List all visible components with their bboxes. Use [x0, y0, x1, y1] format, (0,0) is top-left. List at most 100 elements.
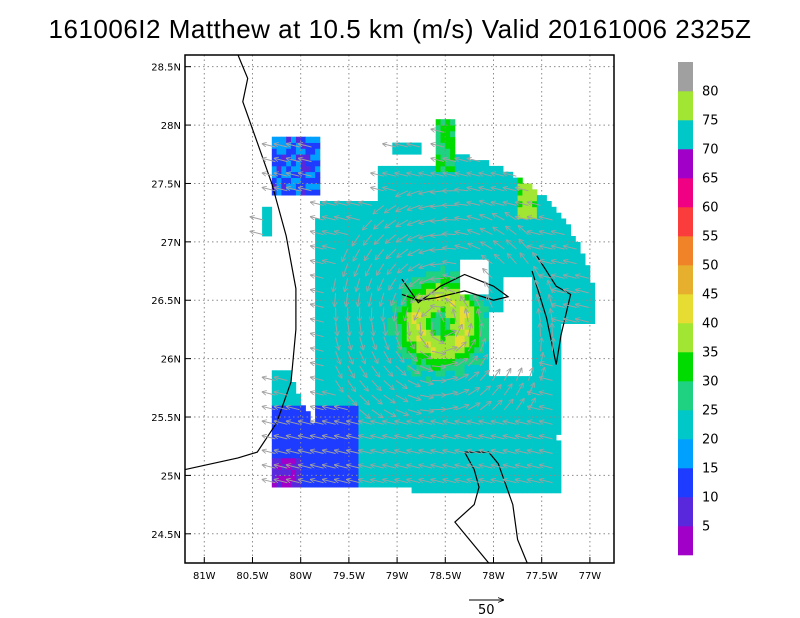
field-cell	[411, 265, 417, 272]
field-cell	[522, 206, 528, 213]
field-cell	[541, 317, 547, 324]
field-cell	[440, 341, 446, 348]
field-cell	[329, 481, 335, 488]
wind-vector	[406, 450, 421, 454]
field-cell	[401, 265, 408, 272]
field-cell	[546, 206, 552, 213]
field-cell	[435, 160, 441, 167]
field-cell	[421, 411, 427, 418]
wind-vector	[551, 290, 565, 294]
field-cell	[348, 300, 355, 307]
field-cell	[291, 136, 297, 143]
wind-vector	[310, 217, 324, 221]
field-cell	[546, 317, 552, 324]
field-cell	[373, 265, 379, 272]
field-cell	[532, 341, 538, 348]
wind-vector	[286, 158, 300, 163]
field-cell	[517, 259, 523, 266]
field-cell	[310, 440, 316, 447]
field-cell	[401, 457, 408, 465]
field-cell	[401, 247, 408, 254]
wind-vector	[375, 248, 385, 260]
field-cell	[411, 347, 417, 354]
field-cell	[450, 218, 456, 225]
field-cell	[445, 487, 451, 494]
field-cell	[445, 317, 451, 324]
field-cell	[493, 218, 499, 225]
field-cell	[493, 452, 499, 459]
field-cell	[392, 201, 398, 208]
wind-vector	[455, 358, 468, 367]
field-cell	[454, 195, 461, 202]
wind-vector	[262, 479, 276, 484]
field-cell	[373, 393, 379, 400]
field-cell	[397, 201, 403, 208]
wind-vector	[467, 323, 471, 337]
wind-vector	[322, 231, 336, 236]
wind-vector	[575, 319, 589, 323]
field-cell	[435, 259, 441, 266]
field-cell	[450, 253, 456, 260]
field-cell	[320, 323, 326, 330]
field-cell	[536, 487, 543, 494]
field-cell	[421, 422, 427, 430]
colorbar-label: 20	[702, 433, 719, 448]
field-cell	[551, 376, 557, 383]
wind-vector	[334, 479, 348, 484]
field-cell	[512, 428, 518, 435]
field-cell	[445, 236, 451, 243]
field-cell	[445, 189, 451, 196]
field-cell	[377, 358, 383, 365]
field-cell	[401, 306, 408, 313]
field-cell	[320, 452, 326, 459]
wind-vector	[322, 450, 336, 454]
wind-vector	[467, 158, 481, 163]
wind-vector	[467, 202, 481, 206]
field-cell	[435, 276, 441, 284]
wind-vector	[431, 173, 445, 177]
field-cell	[556, 411, 562, 418]
field-cell	[488, 422, 494, 430]
field-cell	[498, 475, 504, 482]
field-cell	[363, 475, 369, 482]
field-cell	[435, 417, 441, 424]
field-cell	[406, 300, 412, 307]
field-cell	[344, 241, 350, 249]
field-cell	[315, 411, 321, 418]
wind-vector	[310, 450, 324, 454]
field-cell	[541, 347, 547, 354]
field-cell	[324, 428, 330, 435]
field-cell	[479, 294, 485, 301]
field-cell	[570, 294, 576, 301]
wind-vector	[443, 173, 457, 177]
field-cell	[522, 271, 528, 278]
field-cell	[454, 457, 461, 465]
field-cell	[580, 265, 586, 272]
field-cell	[440, 440, 446, 447]
field-cell	[517, 387, 523, 394]
field-cell	[440, 323, 446, 330]
field-cell	[416, 452, 422, 459]
wind-vector	[491, 187, 505, 192]
field-cell	[348, 317, 355, 324]
field-cell	[416, 201, 422, 208]
field-cell	[373, 428, 379, 435]
field-cell	[469, 195, 475, 202]
field-cell	[474, 358, 480, 365]
field-cell	[536, 206, 543, 213]
field-cell	[305, 165, 311, 173]
field-cell	[406, 358, 412, 365]
wind-vector	[407, 219, 421, 225]
field-cell	[459, 253, 465, 260]
wind-vector	[346, 479, 360, 484]
field-cell	[450, 165, 456, 173]
field-cell	[426, 300, 432, 307]
field-cell	[300, 481, 306, 488]
field-cell	[305, 428, 311, 435]
wind-vector	[406, 436, 421, 440]
field-cell	[570, 311, 576, 319]
field-cell	[411, 469, 417, 476]
field-cell	[445, 382, 451, 389]
field-cell	[401, 440, 408, 447]
field-cell	[517, 236, 523, 243]
